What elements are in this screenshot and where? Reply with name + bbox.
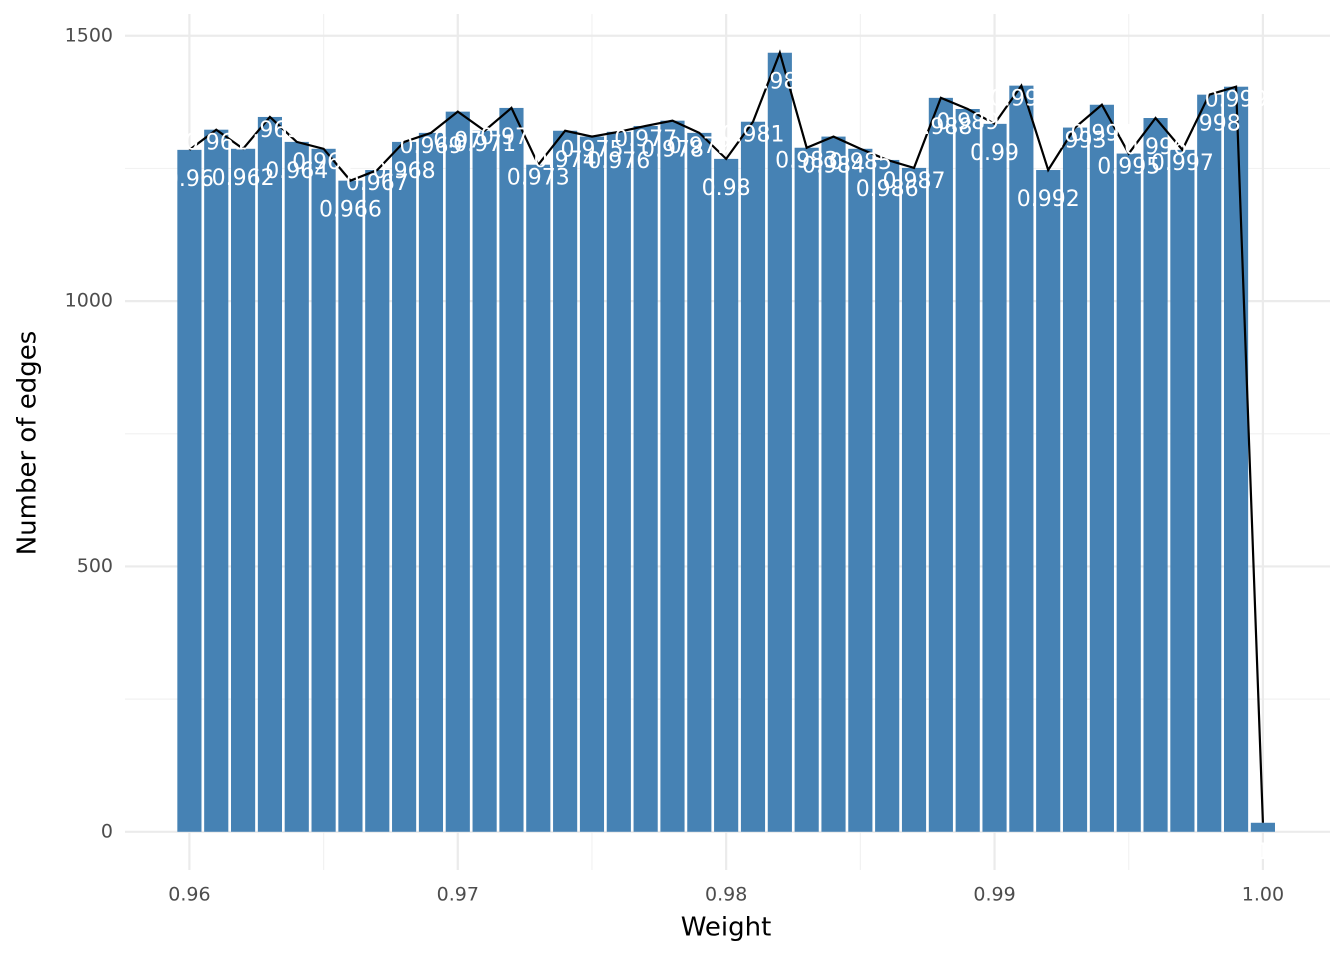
data-label: 0.96	[165, 167, 214, 192]
bar	[1036, 170, 1061, 832]
bar	[231, 148, 256, 832]
bar	[982, 123, 1007, 832]
bar	[526, 164, 551, 832]
x-tick-label: 1.00	[1242, 884, 1284, 906]
bar	[284, 141, 309, 832]
bar	[177, 149, 202, 832]
x-axis-title: Weight	[681, 913, 772, 943]
data-label: 0.986	[856, 177, 919, 202]
bar	[257, 116, 282, 832]
bar	[687, 132, 712, 832]
data-label: 1	[1256, 840, 1270, 865]
bar	[1009, 85, 1034, 832]
bar	[204, 129, 229, 832]
x-tick-label: 0.96	[168, 884, 210, 906]
bar	[633, 125, 658, 832]
data-label: 0.992	[1017, 187, 1080, 212]
y-tick-label: 0	[101, 820, 113, 842]
bar	[848, 148, 873, 832]
bar	[901, 167, 927, 832]
y-tick-label: 1000	[65, 290, 113, 312]
data-label: 0.976	[587, 149, 650, 174]
bar	[1116, 153, 1141, 832]
data-label: 0.971	[453, 132, 516, 157]
data-label: 0.98	[702, 176, 751, 201]
data-label: 0.978	[641, 138, 704, 163]
data-label: 0.999	[1205, 88, 1268, 113]
bar	[338, 180, 363, 832]
data-label: 0.979	[668, 134, 731, 159]
data-label: 0.967	[346, 171, 409, 196]
y-tick-label: 500	[77, 555, 113, 577]
bar	[1170, 149, 1195, 832]
bar	[1223, 86, 1249, 832]
data-label: 0.995	[1097, 155, 1160, 180]
data-label: 0.99	[970, 141, 1019, 166]
bar	[579, 136, 605, 832]
bar	[794, 147, 819, 832]
bar	[365, 170, 390, 832]
data-label: 0.981	[722, 123, 785, 148]
data-label: 0.961	[185, 131, 248, 156]
bar	[1062, 127, 1088, 832]
data-label: 0.985	[829, 150, 892, 175]
y-tick-label: 1500	[65, 24, 113, 46]
data-label: 0.996	[1124, 135, 1187, 160]
data-label: 0.963	[238, 118, 301, 143]
data-label: 0.968	[373, 159, 436, 184]
bar	[1250, 822, 1275, 832]
bar	[955, 108, 980, 832]
y-axis-title: Number of edges	[13, 331, 43, 556]
data-label: 0.982	[748, 70, 811, 95]
data-label: 0.994	[1070, 122, 1133, 147]
data-label: 0.983	[775, 149, 838, 174]
bar	[472, 130, 497, 832]
data-label: 0.997	[1151, 151, 1214, 176]
data-label: 0.989	[936, 110, 999, 135]
bar	[1143, 118, 1168, 832]
bar	[821, 136, 846, 832]
data-label: 0.975	[560, 138, 623, 163]
bar	[928, 97, 953, 832]
data-label: 0.998	[1178, 112, 1241, 137]
bar	[606, 131, 631, 832]
bar	[553, 130, 578, 832]
bar	[1089, 104, 1114, 832]
data-label: 0.972	[480, 125, 543, 150]
data-label: 0.973	[507, 166, 570, 191]
data-label: 0.977	[614, 127, 677, 152]
bar	[767, 52, 792, 832]
data-label: 0.966	[319, 198, 382, 223]
data-label: 0.969	[399, 134, 462, 159]
data-label: 0.988	[909, 115, 972, 140]
bar	[740, 121, 766, 832]
bar	[660, 120, 685, 832]
bar	[311, 148, 336, 832]
data-label: 0.974	[534, 148, 597, 173]
x-tick-label: 0.98	[705, 884, 747, 906]
data-label: 0.993	[1044, 129, 1107, 154]
data-label: 0.987	[883, 169, 946, 194]
trend-line	[188, 49, 1265, 823]
bar	[499, 107, 524, 832]
data-label: 0.962	[212, 166, 275, 191]
bar	[1197, 94, 1222, 832]
bar	[445, 111, 470, 832]
bar	[418, 132, 444, 832]
bar	[714, 158, 739, 832]
bar	[392, 141, 417, 832]
x-tick-label: 0.99	[973, 884, 1015, 906]
data-label: 0.964	[265, 159, 328, 184]
data-label: 0.97	[433, 129, 482, 154]
bar	[875, 159, 900, 832]
data-label: 0.991	[990, 87, 1053, 112]
data-label: 0.984	[802, 154, 865, 179]
data-label: 0.965	[292, 150, 355, 175]
x-tick-label: 0.97	[437, 884, 479, 906]
